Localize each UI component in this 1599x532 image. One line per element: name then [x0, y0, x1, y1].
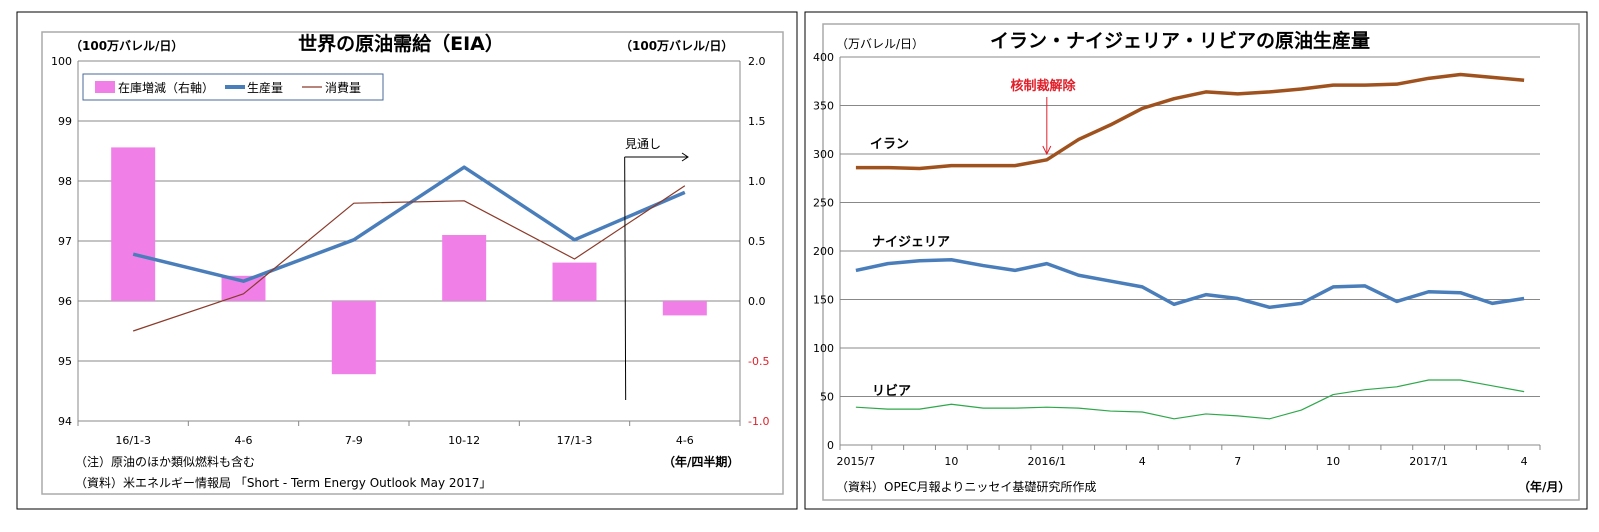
x-tick-label: 16/1-3 — [115, 434, 151, 447]
y-tick-right: -1.0 — [748, 415, 769, 428]
sanctions-lifted-label: 核制裁解除 — [1010, 78, 1076, 94]
x-tick-label: 10-12 — [448, 434, 480, 447]
legend-swatch-stock — [95, 81, 115, 93]
series-label-libya: リビア — [872, 383, 911, 399]
right-y-axis-label: （万バレル/日） — [836, 37, 924, 51]
x-tick-label: 10 — [944, 455, 958, 468]
x-tick-label: 4-6 — [676, 434, 694, 447]
right-source: （資料）OPEC月報よりニッセイ基礎研究所作成 — [836, 479, 1096, 494]
left-legend: 在庫増減（右軸） 生産量 消費量 — [82, 73, 384, 101]
y-tick-right: 1.0 — [748, 175, 766, 188]
left-panel-frame — [16, 11, 798, 510]
left-chart-title: 世界の原油需給（EIA） — [298, 32, 504, 55]
x-tick-label: 17/1-3 — [557, 434, 593, 447]
y-tick-left: 96 — [58, 295, 72, 308]
right-y-axis-label: （100万バレル/日） — [620, 38, 733, 53]
arrow-down-icon — [1042, 145, 1052, 156]
y-tick: 200 — [813, 245, 834, 258]
line-consumption — [132, 185, 686, 332]
y-tick-left: 100 — [51, 55, 72, 68]
x-tick-label: 2017/1 — [1409, 455, 1448, 468]
x-tick-label: 2015/7 — [837, 455, 876, 468]
x-tick-label: 4-6 — [235, 434, 253, 447]
y-tick: 150 — [813, 294, 834, 307]
y-tick: 350 — [813, 100, 834, 113]
x-tick-label: 7 — [1234, 455, 1241, 468]
y-tick: 50 — [820, 391, 834, 404]
y-tick-left: 99 — [58, 115, 72, 128]
forecast-divider — [624, 156, 627, 401]
left-x-axis-label: （年/四半期） — [663, 454, 739, 469]
left-source: （資料）米エネルギー情報局 「Short - Term Energy Outlo… — [75, 476, 491, 490]
bar-stock-change — [552, 262, 597, 301]
bar-stock-change — [662, 301, 707, 316]
legend-label-stock: 在庫増減（右軸） — [118, 80, 214, 95]
x-tick-label: 7-9 — [345, 434, 363, 447]
y-tick-left: 95 — [58, 355, 72, 368]
line-nigeria — [855, 257, 1525, 310]
series-label-iran: イラン — [870, 137, 909, 152]
line-libya — [855, 379, 1525, 420]
series-label-nigeria: ナイジェリア — [872, 235, 950, 250]
line-production — [132, 165, 686, 283]
y-tick: 400 — [813, 51, 834, 64]
x-tick-label: 4 — [1139, 455, 1146, 468]
right-panel-frame — [804, 11, 1588, 510]
y-tick: 100 — [813, 342, 834, 355]
line-iran — [855, 72, 1525, 171]
forecast-arrowhead-icon — [681, 152, 689, 162]
right-chart-title: イラン・ナイジェリア・リビアの原油生産量 — [990, 29, 1370, 52]
y-tick: 0 — [827, 439, 834, 452]
y-tick-left: 94 — [58, 415, 72, 428]
left-chart-border — [41, 31, 784, 495]
right-chart-border — [822, 23, 1580, 501]
legend-label-production: 生産量 — [247, 80, 283, 95]
x-tick-label: 4 — [1521, 455, 1528, 468]
y-tick-right: 2.0 — [748, 55, 766, 68]
forecast-label: 見通し — [625, 137, 661, 151]
left-y-axis-label: （100万バレル/日） — [70, 38, 183, 53]
right-x-axis-label: （年/月） — [1518, 479, 1570, 494]
y-tick-right: -0.5 — [748, 355, 769, 368]
y-tick: 300 — [813, 148, 834, 161]
legend-label-consumption: 消費量 — [325, 80, 361, 95]
y-tick-left: 98 — [58, 175, 72, 188]
x-tick-label: 10 — [1326, 455, 1340, 468]
y-tick-right: 1.5 — [748, 115, 766, 128]
bar-stock-change — [111, 147, 156, 301]
left-note: （注）原油のほか類似燃料も含む — [75, 454, 255, 469]
bar-stock-change — [331, 301, 376, 375]
y-tick-right: 0.0 — [748, 295, 766, 308]
bar-stock-change — [442, 235, 487, 301]
y-tick-right: 0.5 — [748, 235, 766, 248]
y-tick-left: 97 — [58, 235, 72, 248]
x-tick-label: 2016/1 — [1027, 455, 1066, 468]
y-tick: 250 — [813, 197, 834, 210]
